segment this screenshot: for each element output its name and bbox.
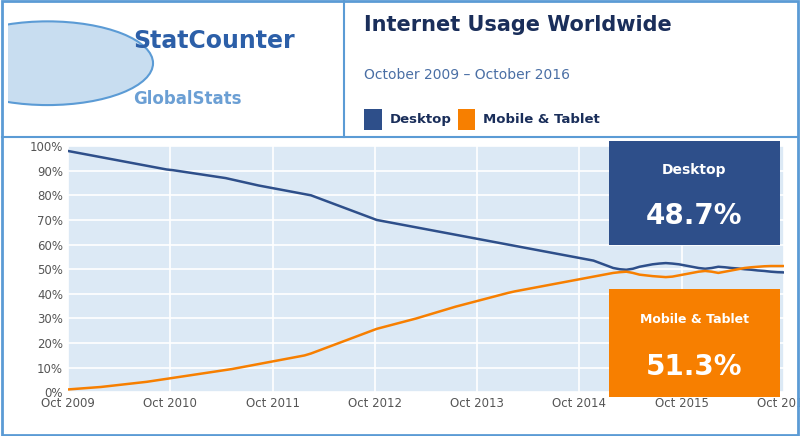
Text: 48.7%: 48.7% [646, 201, 742, 230]
Text: October 2009 – October 2016: October 2009 – October 2016 [364, 68, 570, 82]
Text: Internet Usage Worldwide: Internet Usage Worldwide [364, 15, 672, 35]
Text: Mobile & Tablet: Mobile & Tablet [640, 313, 749, 326]
Text: Mobile & Tablet: Mobile & Tablet [483, 113, 600, 126]
Text: StatCounter: StatCounter [134, 29, 295, 53]
Text: 51.3%: 51.3% [646, 353, 742, 381]
Text: GlobalStats: GlobalStats [134, 89, 242, 108]
Text: Desktop: Desktop [662, 163, 726, 177]
Circle shape [0, 21, 153, 105]
Text: Desktop: Desktop [390, 113, 451, 126]
